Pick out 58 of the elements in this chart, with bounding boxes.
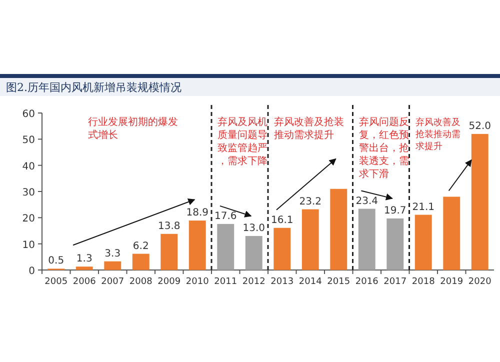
- bar: [302, 209, 319, 270]
- annotation: 弃风改善及抢装推动需求提升: [415, 117, 460, 152]
- data-label: 23.2: [299, 196, 322, 208]
- x-tick-label: 2010: [186, 277, 210, 287]
- bar: [217, 224, 234, 270]
- x-tick-label: 2006: [72, 277, 96, 287]
- x-tick-label: 2018: [412, 277, 436, 287]
- y-tick-label: 40: [22, 161, 35, 172]
- data-label: 23.4: [356, 196, 378, 207]
- data-label: 13.8: [158, 220, 180, 232]
- bar: [358, 208, 376, 270]
- x-tick-label: 2009: [158, 277, 181, 287]
- data-label: 16.1: [270, 214, 294, 226]
- data-label: 0.5: [48, 256, 64, 267]
- x-tick-label: 2020: [468, 277, 492, 287]
- annotation: 弃风改善及抢装推动需求提升: [274, 116, 344, 141]
- data-label: 17.6: [214, 210, 237, 222]
- data-label: 6.2: [132, 240, 149, 252]
- bar: [188, 220, 206, 270]
- x-tick-label: 2005: [44, 277, 68, 287]
- y-tick-label: 0: [28, 266, 35, 277]
- data-label: 19.7: [384, 205, 406, 216]
- y-tick-label: 60: [22, 109, 35, 120]
- bar: [245, 236, 262, 270]
- y-tick-label: 50: [22, 135, 35, 146]
- bar: [132, 254, 150, 270]
- y-tick-label: 20: [22, 214, 35, 225]
- x-tick-label: 2013: [270, 277, 294, 287]
- x-tick-label: 2007: [101, 277, 124, 287]
- data-label: 18.9: [186, 208, 209, 219]
- bar: [104, 261, 122, 270]
- bar: [76, 266, 93, 270]
- x-tick-label: 2011: [214, 277, 238, 287]
- bar: [330, 188, 348, 270]
- bar: [160, 234, 178, 270]
- annotation: 弃风问题反复，红色预警出台，抢装透支，需求下滑: [358, 116, 409, 180]
- data-label: 52.0: [468, 120, 492, 132]
- y-tick-label: 30: [22, 188, 35, 198]
- x-tick-label: 2016: [355, 277, 379, 287]
- data-label: 1.3: [76, 254, 92, 265]
- x-tick-label: 2008: [129, 277, 153, 287]
- data-label: 13.0: [242, 222, 266, 234]
- x-tick-label: 2019: [440, 277, 464, 287]
- x-tick-label: 2015: [327, 277, 350, 287]
- x-tick-label: 2014: [298, 277, 322, 287]
- bar: [414, 214, 432, 270]
- bar: [274, 228, 291, 270]
- annotation: 行业发展初期的爆发式增长: [88, 116, 178, 141]
- chart-title: 图2.历年国内风机新增吊装规模情况: [6, 81, 182, 94]
- bar: [386, 218, 404, 270]
- annotation: 弃风及风机质量问题导致监管趋严，需求下降: [218, 116, 268, 167]
- bar: [471, 134, 488, 270]
- x-tick-label: 2012: [242, 277, 266, 287]
- data-label: 21.1: [412, 202, 435, 213]
- bar: [443, 196, 460, 270]
- x-tick-label: 2017: [384, 277, 407, 287]
- data-label: 3.3: [104, 248, 121, 260]
- y-tick-label: 10: [22, 240, 35, 251]
